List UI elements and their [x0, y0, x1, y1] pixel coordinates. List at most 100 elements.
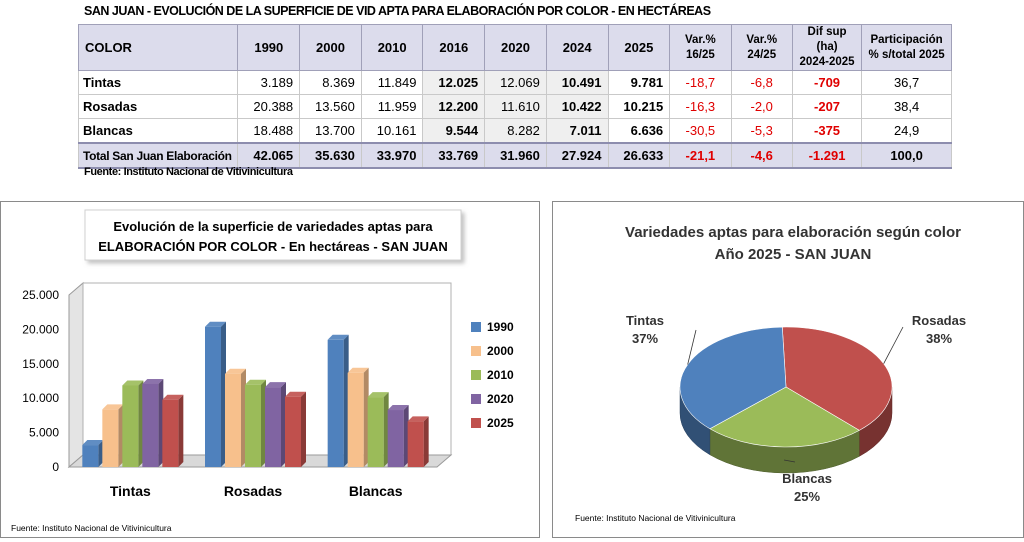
bar-front — [205, 326, 221, 467]
pie-slice — [781, 326, 893, 431]
cell: 12.069 — [484, 70, 547, 95]
y-tick-label: 5.000 — [29, 426, 59, 440]
bar-top — [162, 394, 184, 400]
bar-side — [138, 380, 144, 467]
bar-front — [102, 409, 119, 467]
pie-chart-title: Año 2025 - SAN JUAN — [715, 246, 872, 263]
cell: 8.369 — [299, 70, 362, 95]
bar — [347, 367, 369, 467]
bar-chart-categories: Tintas Rosadas Blancas — [110, 483, 403, 499]
bar — [327, 334, 349, 467]
bar-side — [363, 367, 369, 467]
cell: -2,0 — [730, 94, 793, 119]
bar-top — [387, 405, 409, 411]
bar-front — [407, 421, 424, 467]
bar-side — [281, 382, 286, 467]
bar-front — [162, 399, 179, 467]
bar-top — [285, 391, 306, 397]
bar — [387, 405, 409, 467]
pie-chart-source: Fuente: Instituto Nacional de Vitivinicu… — [575, 513, 736, 523]
bar-chart: Evolución de la superficie de variedades… — [22, 209, 514, 499]
cell: 10.215 — [607, 94, 671, 119]
x-category-label: Rosadas — [224, 483, 283, 499]
cell: 9.544 — [422, 118, 486, 144]
header-year: 2025 — [607, 24, 671, 71]
cell: 24,9 — [861, 118, 952, 144]
cell: 42.065 — [237, 142, 301, 169]
bar-top — [347, 367, 369, 373]
cell: 8.282 — [484, 118, 547, 144]
header-color: COLOR — [77, 24, 239, 71]
legend-label: 2025 — [487, 416, 514, 430]
cell: -30,5 — [669, 118, 732, 144]
pie-slice-label: Blancas — [782, 471, 832, 486]
legend-label: 2010 — [487, 368, 514, 382]
bar — [162, 394, 184, 467]
cell: 3.189 — [237, 70, 301, 95]
bar — [122, 380, 144, 467]
surface-table: COLOR 1990 2000 2010 2016 2020 2024 2025… — [77, 24, 952, 169]
cell: -5,3 — [730, 118, 793, 144]
row-label: Tintas — [77, 70, 239, 95]
table-row: Rosadas 20.388 13.560 11.959 12.200 11.6… — [77, 94, 952, 119]
bar-chart-panel: Evolución de la superficie de variedades… — [0, 201, 540, 538]
header-dif-sup: Dif sup (ha) 2024-2025 — [791, 24, 863, 71]
cell: -18,7 — [669, 70, 732, 95]
bar-front — [142, 383, 159, 467]
bar-front — [285, 396, 301, 467]
cell: -21,1 — [669, 142, 732, 169]
bar — [367, 392, 389, 467]
bar-side — [423, 416, 429, 467]
bar-side — [301, 391, 306, 467]
cell: 11.849 — [360, 70, 424, 95]
cell: 12.200 — [422, 94, 486, 119]
table-row: Blancas 18.488 13.700 10.161 9.544 8.282… — [77, 118, 952, 144]
bar-top — [265, 382, 286, 388]
cell: -4,6 — [730, 142, 793, 169]
bar-chart-marks — [82, 321, 429, 467]
bar-chart-title: ELABORACIÓN POR COLOR - En hectáreas - S… — [98, 239, 448, 254]
cell: 9.781 — [607, 70, 671, 95]
legend-swatch — [471, 394, 481, 404]
cell: 7.011 — [545, 118, 609, 144]
pie-chart: Variedades aptas para elaboración según … — [625, 224, 966, 504]
cell: 10.161 — [360, 118, 424, 144]
bar — [265, 382, 286, 467]
bar — [82, 440, 104, 467]
row-label: Rosadas — [77, 94, 239, 119]
bar-top — [245, 379, 266, 385]
pie-slice-percent: 38% — [926, 331, 952, 346]
bar — [225, 368, 246, 467]
cell: 13.560 — [299, 94, 362, 119]
bar-chart-title-box — [84, 209, 462, 261]
bar — [102, 404, 124, 467]
bar-front — [265, 387, 281, 467]
cell: 6.636 — [607, 118, 671, 144]
pie-slice-label: Rosadas — [912, 313, 966, 328]
bar — [285, 391, 306, 467]
legend-label: 1990 — [487, 320, 514, 334]
x-category-label: Blancas — [349, 483, 403, 499]
legend-label: 2020 — [487, 392, 514, 406]
legend-swatch — [471, 418, 481, 428]
bar-front — [387, 410, 404, 467]
bar-chart-title: Evolución de la superficie de variedades… — [113, 219, 433, 234]
cell: -375 — [791, 118, 863, 144]
header-year: 2024 — [545, 24, 609, 71]
bar-top — [82, 440, 104, 446]
table-header-row: COLOR 1990 2000 2010 2016 2020 2024 2025… — [77, 24, 952, 71]
pie-chart-title: Variedades aptas para elaboración según … — [625, 224, 961, 241]
bar-side — [261, 379, 266, 467]
bar — [142, 378, 164, 467]
cell: 38,4 — [861, 94, 952, 119]
cell: 26.633 — [607, 142, 671, 169]
bar-side — [343, 334, 349, 467]
cell: -16,3 — [669, 94, 732, 119]
pie-leader-line — [687, 329, 697, 365]
y-tick-label: 0 — [52, 460, 59, 474]
legend-swatch — [471, 346, 481, 356]
bar-side — [158, 378, 164, 467]
bar-front — [122, 385, 139, 467]
table-row: Tintas 3.189 8.369 11.849 12.025 12.069 … — [77, 70, 952, 95]
y-tick-label: 20.000 — [22, 322, 59, 336]
